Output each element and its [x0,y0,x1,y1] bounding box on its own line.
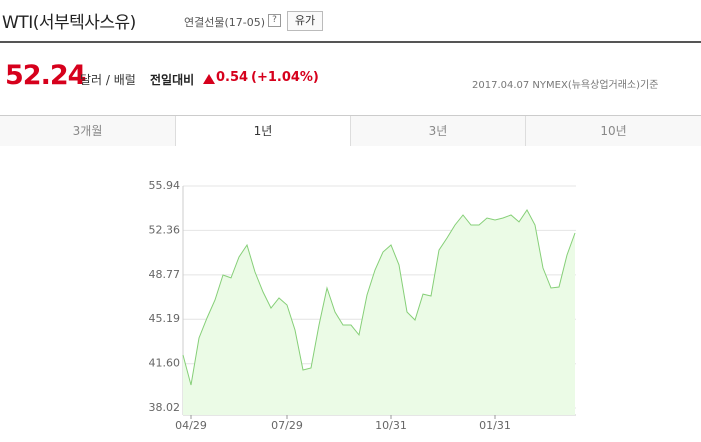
change: 0.54 [216,70,249,85]
divider [0,41,701,43]
tab[interactable]: 3년 [351,116,526,146]
y-tick-label: 41.60 [149,357,181,370]
oil-button[interactable]: 유가 [287,11,323,31]
y-tick-label: 48.77 [149,268,181,281]
y-tick-label: 52.36 [149,223,181,236]
price-line [182,209,576,386]
x-tick-label: 01/31 [479,419,511,432]
tab[interactable]: 10년 [526,116,701,146]
x-tick-label: 10/31 [375,419,407,432]
up-arrow [203,74,215,84]
area-fill [183,210,575,415]
change-label: 전일대비 [150,73,195,87]
subtitle: 연결선물(17-05) [184,16,266,29]
price: 52.24 [5,60,86,91]
title: WTI(서부텍사스유) [2,13,136,33]
price-unit: 달러 / 배럴 [80,73,136,87]
tab-selected[interactable]: 1년 [176,116,351,146]
x-tick-label: 07/29 [271,419,303,432]
y-tick-label: 45.19 [149,312,181,325]
tab[interactable]: 3개월 [0,116,176,146]
chart: 38.02 41.60 45.19 48.77 52.36 55.94 04/29 07/29… [149,179,576,432]
help-icon[interactable]: ? [268,14,281,27]
source: 2017.04.07 NYMEX(뉴욕상업거래소)기준 [472,80,659,91]
y-tick-label: 55.94 [149,179,181,192]
x-tick-label: 04/29 [175,419,207,432]
change-pct: (+1.04%) [251,70,319,85]
y-tick-label: 38.02 [149,401,181,414]
